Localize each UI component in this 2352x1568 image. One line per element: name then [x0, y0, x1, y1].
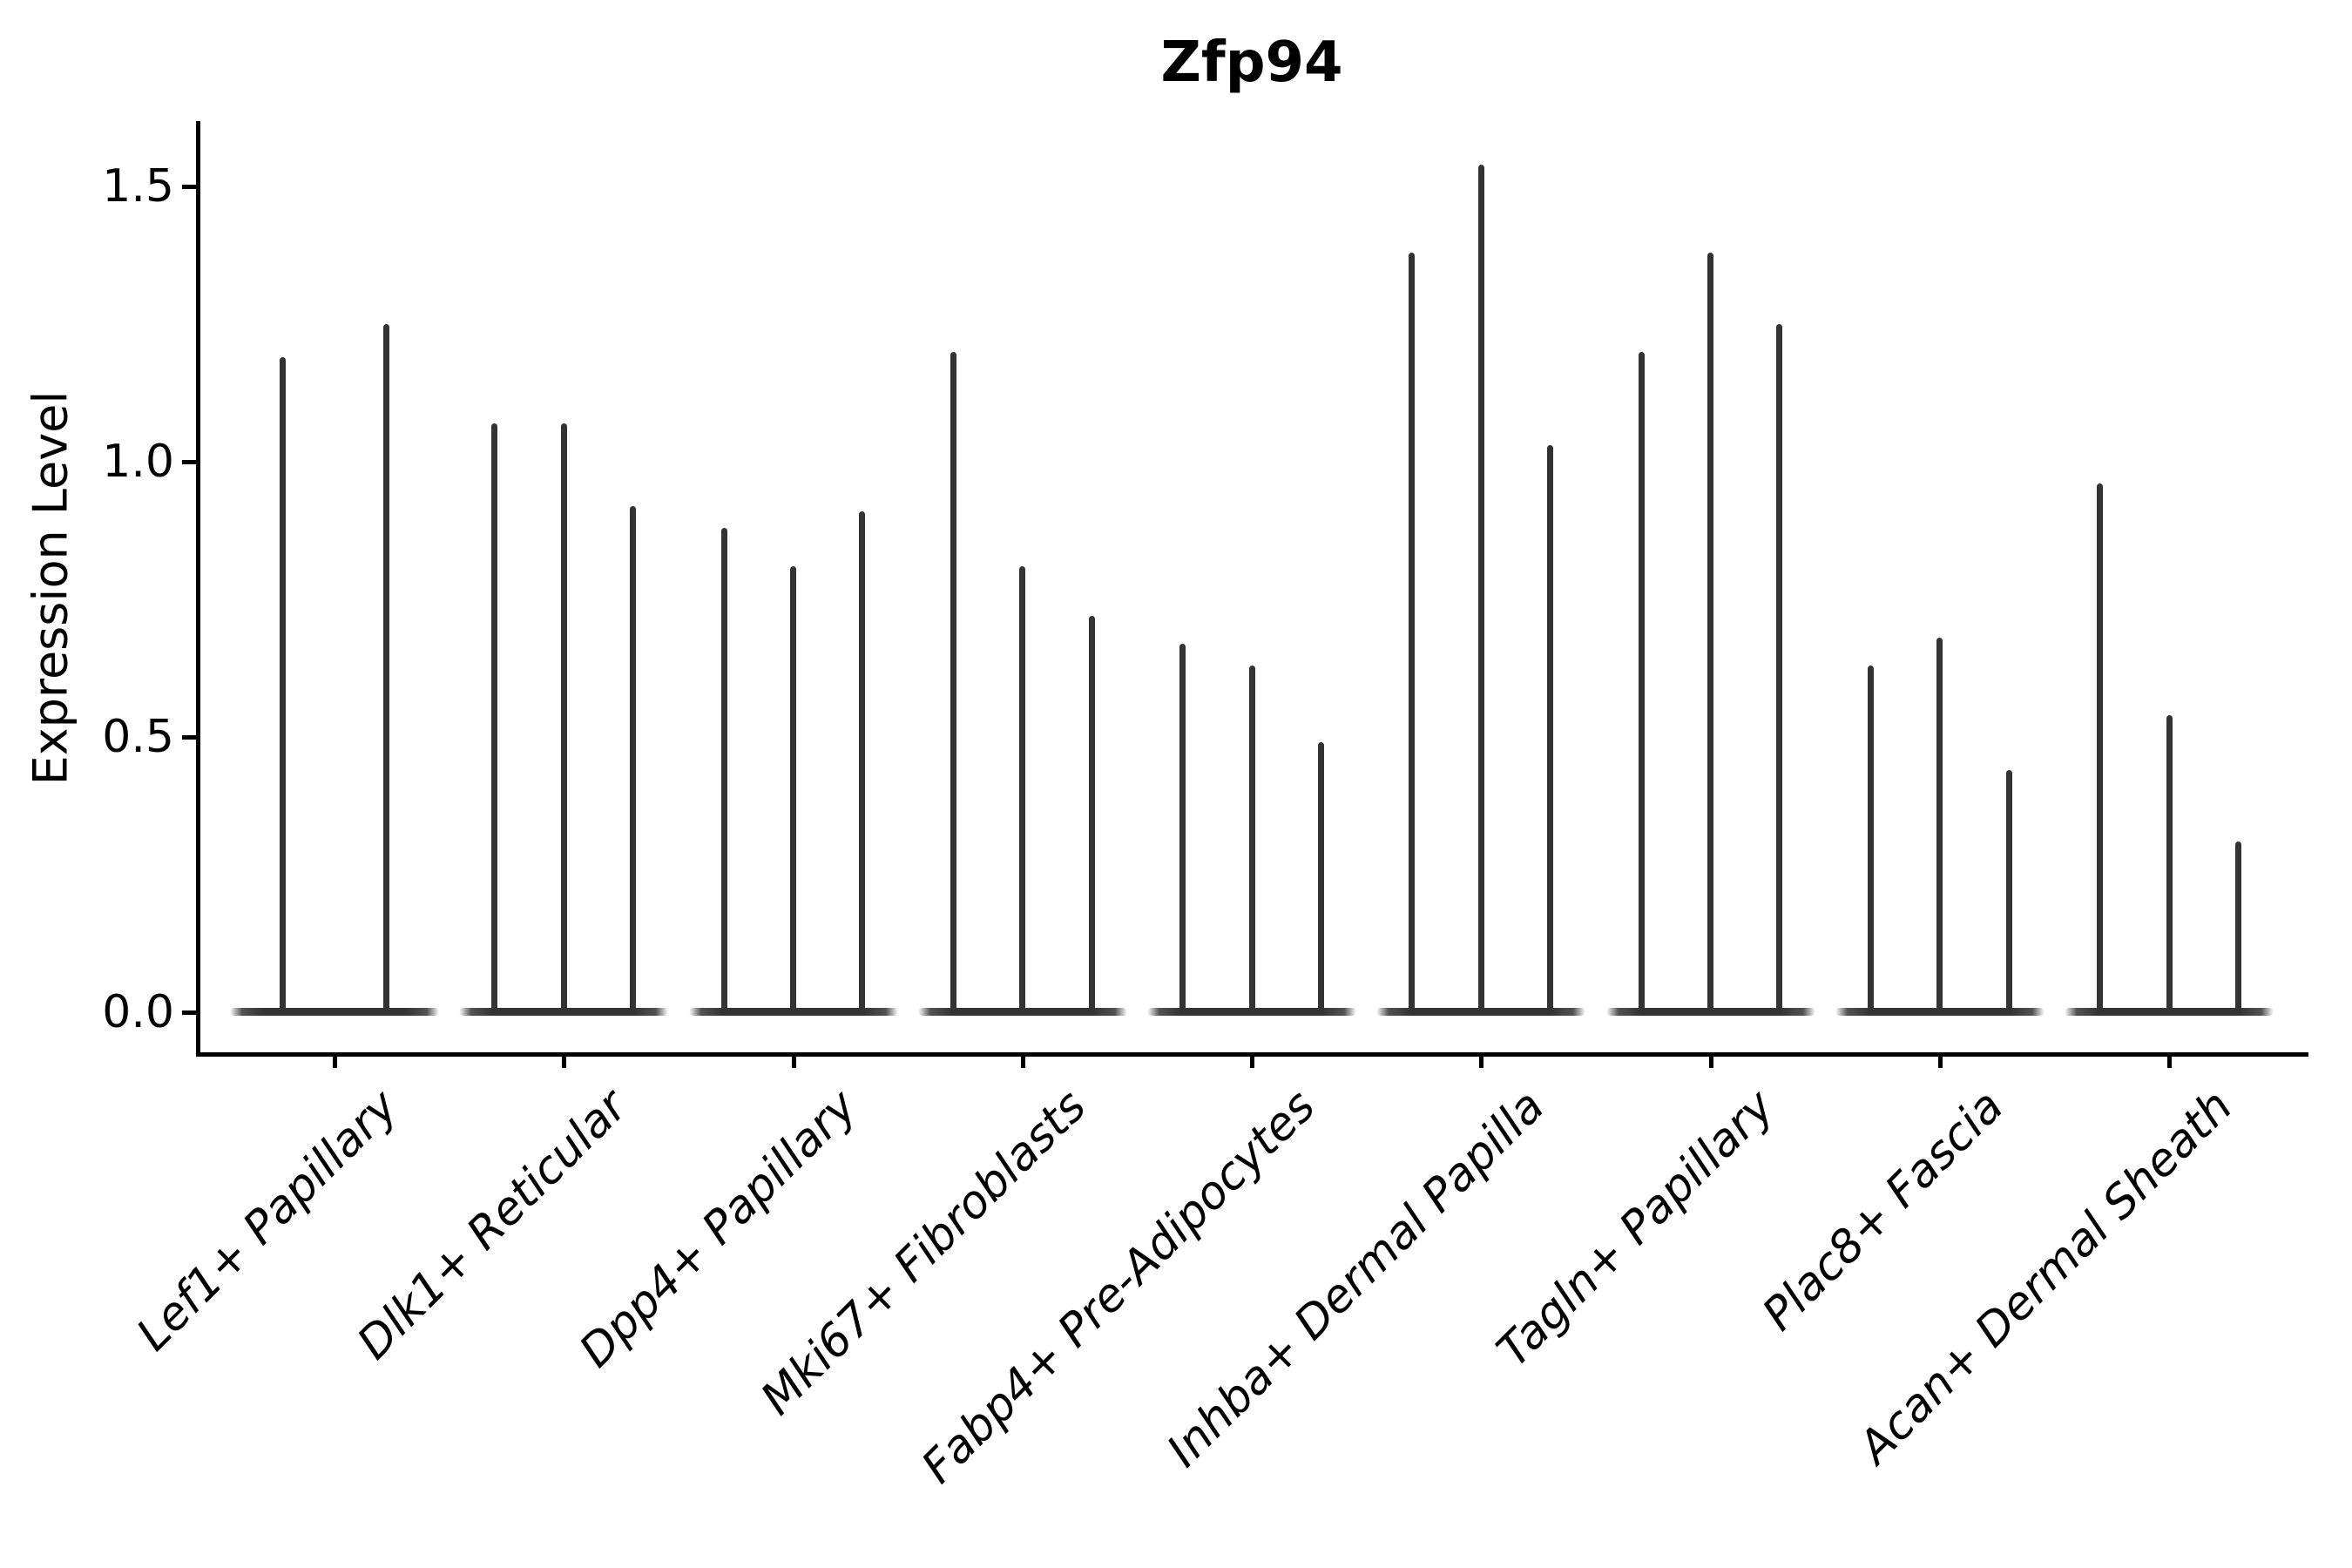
violin-spike: [950, 351, 956, 1014]
violin-spike: [1477, 164, 1484, 1014]
violin-spike: [1409, 252, 1416, 1014]
violin-spike: [280, 356, 286, 1014]
violin-spike: [1088, 615, 1095, 1014]
x-tick-label: Fabp4+ Pre-Adipocytes: [911, 1080, 1326, 1494]
y-tick-label: 1.0: [102, 436, 174, 488]
violin-spike: [1317, 742, 1324, 1014]
violin-spike: [491, 422, 498, 1014]
y-tick: [182, 460, 196, 464]
violin-spike: [1019, 566, 1026, 1014]
violin-spike: [2234, 841, 2241, 1014]
x-tick-label: Inhba+ Dermal Papilla: [1157, 1080, 1555, 1477]
y-axis-spine: [196, 121, 200, 1056]
x-tick: [1708, 1054, 1713, 1068]
x-tick: [2167, 1054, 2172, 1068]
violin-spike: [560, 422, 567, 1014]
x-tick: [562, 1054, 567, 1068]
x-tick: [333, 1054, 337, 1068]
violin-spike: [720, 527, 727, 1014]
violin-spike: [1707, 252, 1713, 1014]
x-tick: [1479, 1054, 1484, 1068]
violin-spike: [859, 510, 866, 1014]
y-tick: [182, 1010, 196, 1015]
violin-spike: [790, 566, 796, 1014]
violin-spike: [1936, 638, 1943, 1014]
violin-spike: [1776, 324, 1783, 1014]
violin-spike: [2166, 714, 2173, 1014]
y-tick: [182, 185, 196, 189]
violin-spike: [1248, 665, 1255, 1014]
violin-spike: [383, 324, 389, 1014]
y-tick-label: 1.5: [102, 160, 174, 213]
x-tick: [1020, 1054, 1025, 1068]
violin-spike: [630, 505, 637, 1014]
x-tick-label: Acan+ Dermal Sheath: [1848, 1080, 2243, 1474]
x-tick: [791, 1054, 796, 1068]
violin-spike: [2005, 769, 2012, 1014]
x-tick: [1250, 1054, 1254, 1068]
y-tick-label: 0.0: [102, 986, 174, 1038]
violin-base: [230, 1008, 439, 1016]
y-tick: [182, 735, 196, 740]
x-tick-label: Plac8+ Fascia: [1752, 1080, 2014, 1342]
chart-title: Zfp94: [1160, 30, 1343, 95]
violin-spike: [1547, 445, 1554, 1014]
violin-spike: [1867, 665, 1874, 1014]
violin-spike: [2097, 483, 2104, 1014]
y-tick-label: 0.5: [102, 711, 174, 763]
x-tick: [1937, 1054, 1943, 1068]
violin-spike: [1638, 351, 1645, 1014]
violin-spike: [1179, 643, 1186, 1014]
